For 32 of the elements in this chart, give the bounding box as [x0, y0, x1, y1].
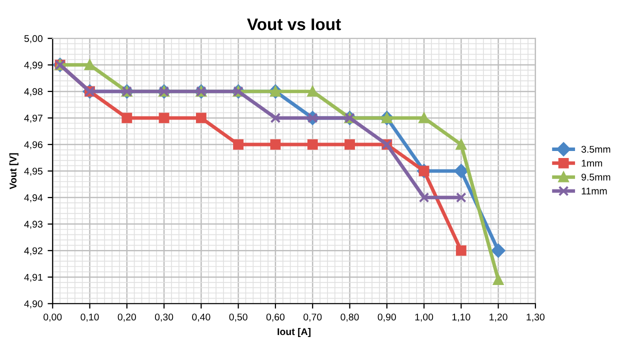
y-tick-label: 4,91	[24, 274, 42, 282]
y-tick-label: 4,92	[24, 247, 42, 256]
legend-label: 11mm	[582, 188, 607, 194]
y-tick-label: 4,95	[24, 168, 42, 176]
chart-title: Vout vs Iout	[247, 18, 341, 30]
legend-label: 3.5mm	[581, 146, 610, 153]
x-tick-label: 0,20	[118, 314, 136, 322]
y-tick-label: 4,94	[24, 194, 43, 202]
x-tick-label: 0,70	[304, 314, 322, 322]
legend-label: 9.5mm	[582, 174, 610, 181]
x-tick-label: 0,40	[192, 314, 210, 322]
y-tick-label: 4,98	[24, 88, 42, 96]
x-tick-label: 0,50	[229, 314, 248, 322]
y-axis-title: Vout [V]	[9, 153, 18, 190]
x-axis-title: Iout [A]	[278, 328, 310, 338]
x-tick-label: 1,30	[526, 314, 545, 322]
y-tick-label: 4,99	[24, 62, 42, 70]
x-tick-label: 0,90	[378, 314, 396, 322]
x-tick-label: 0,80	[340, 314, 359, 322]
legend-label: 1mm	[582, 160, 602, 167]
y-tick-label: 4,93	[24, 220, 42, 229]
x-tick-label: 0,10	[80, 314, 99, 322]
y-tick-label: 4,97	[24, 114, 42, 123]
x-tick-label: 1,00	[415, 314, 434, 322]
x-tick-label: 1,20	[490, 314, 508, 322]
y-tick-label: 4,96	[24, 141, 42, 150]
x-tick-label: 1,10	[452, 314, 470, 322]
x-tick-label: 0,30	[154, 314, 174, 322]
x-tick-label: 0,00	[44, 314, 62, 322]
x-tick-label: 0,60	[266, 314, 285, 322]
y-tick-label: 5,00	[24, 35, 43, 44]
y-tick-label: 4,90	[24, 300, 43, 308]
